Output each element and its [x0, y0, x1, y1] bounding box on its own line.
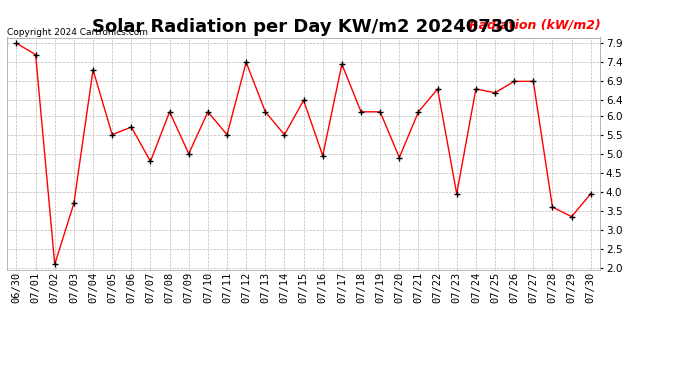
Text: Radiation (kW/m2): Radiation (kW/m2) [469, 19, 600, 32]
Title: Solar Radiation per Day KW/m2 20240730: Solar Radiation per Day KW/m2 20240730 [92, 18, 515, 36]
Text: Copyright 2024 Cartronics.com: Copyright 2024 Cartronics.com [7, 28, 148, 37]
